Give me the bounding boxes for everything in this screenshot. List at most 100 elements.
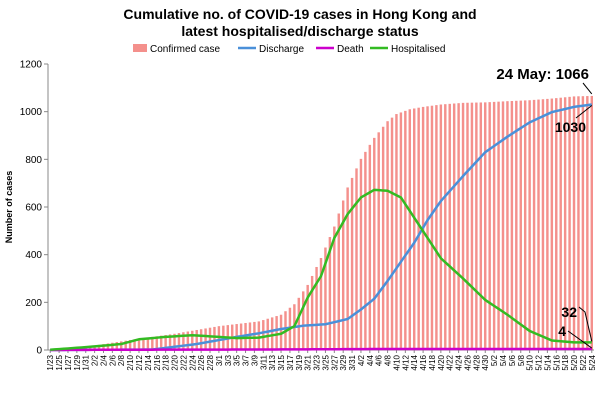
legend-swatch-confirmed bbox=[133, 44, 147, 52]
x-tick-label: 3/5 bbox=[233, 354, 242, 366]
confirmed-bar bbox=[106, 343, 110, 350]
x-tick-label: 5/24 bbox=[588, 354, 597, 370]
x-tick-label: 3/25 bbox=[321, 354, 330, 370]
confirmed-bar bbox=[457, 103, 460, 351]
x-tick-label: 4/20 bbox=[437, 354, 446, 370]
confirmed-bar bbox=[435, 105, 438, 350]
confirmed-bar bbox=[452, 103, 456, 351]
x-tick-label: 5/18 bbox=[561, 354, 570, 370]
confirmed-bar bbox=[213, 326, 216, 350]
confirmed-bar bbox=[417, 107, 420, 350]
x-tick-label: 3/13 bbox=[268, 354, 277, 370]
x-tick-label: 4/10 bbox=[392, 354, 401, 370]
confirmed-bar bbox=[368, 144, 372, 350]
confirmed-bar bbox=[124, 340, 127, 350]
confirmed-bar bbox=[93, 345, 96, 350]
x-tick-label: 3/27 bbox=[330, 354, 339, 370]
confirmed-bar bbox=[528, 100, 531, 350]
x-tick-label: 2/16 bbox=[153, 354, 162, 370]
x-tick-label: 2/24 bbox=[188, 354, 197, 370]
confirmed-bar bbox=[151, 336, 154, 350]
legend-label-death: Death bbox=[337, 44, 364, 55]
annotation-death-total: 4 bbox=[558, 323, 566, 339]
annotation-discharge-total: 1030 bbox=[555, 119, 586, 135]
x-tick-label: 4/28 bbox=[472, 354, 481, 370]
confirmed-bar bbox=[84, 346, 87, 350]
x-tick-label: 2/4 bbox=[99, 354, 108, 366]
confirmed-bar bbox=[537, 99, 540, 350]
confirmed-bar bbox=[413, 108, 416, 351]
y-tick-label: 800 bbox=[25, 155, 42, 166]
x-tick-label: 5/10 bbox=[526, 354, 535, 370]
confirmed-bar bbox=[546, 98, 549, 350]
confirmed-bar bbox=[572, 96, 576, 350]
confirmed-bar bbox=[497, 101, 500, 350]
confirmed-bar bbox=[328, 237, 332, 350]
x-tick-label: 3/3 bbox=[224, 354, 233, 366]
x-tick-label: 1/31 bbox=[82, 354, 91, 370]
confirmed-bar bbox=[563, 97, 567, 351]
x-tick-label: 5/2 bbox=[490, 354, 499, 366]
x-tick-label: 2/26 bbox=[197, 354, 206, 370]
confirmed-bar bbox=[199, 329, 203, 350]
x-tick-label: 2/12 bbox=[135, 354, 144, 370]
confirmed-bar bbox=[377, 132, 380, 350]
x-tick-label: 2/2 bbox=[91, 354, 100, 366]
x-tick-label: 4/16 bbox=[419, 354, 428, 370]
confirmed-bar bbox=[404, 110, 407, 351]
confirmed-bar bbox=[523, 100, 527, 350]
confirmed-bar bbox=[568, 96, 571, 350]
x-tick-label: 1/23 bbox=[46, 354, 55, 370]
confirmed-bar bbox=[257, 321, 261, 350]
confirmed-bar bbox=[510, 100, 514, 351]
x-tick-label: 5/8 bbox=[517, 354, 526, 366]
confirmed-bar bbox=[204, 328, 207, 350]
annotation-confirmed-total: 24 May: 1066 bbox=[496, 66, 589, 83]
x-tick-label: 5/16 bbox=[552, 354, 561, 370]
confirmed-bar bbox=[559, 97, 562, 350]
x-tick-label: 2/6 bbox=[108, 354, 117, 366]
annotation-leader bbox=[578, 306, 593, 342]
confirmed-bar bbox=[111, 342, 114, 350]
confirmed-bar bbox=[488, 102, 491, 350]
confirmed-bar bbox=[519, 100, 522, 350]
x-tick-label: 3/21 bbox=[304, 354, 313, 370]
confirmed-bar bbox=[164, 335, 167, 350]
confirmed-bar bbox=[386, 121, 389, 350]
confirmed-bar bbox=[297, 297, 301, 350]
confirmed-bar bbox=[275, 316, 278, 350]
legend-label-confirmed: Confirmed case bbox=[150, 44, 220, 55]
y-tick-label: 200 bbox=[25, 298, 42, 309]
confirmed-bar bbox=[208, 327, 212, 350]
annotation-leader bbox=[582, 82, 593, 95]
confirmed-bar bbox=[577, 96, 580, 350]
confirmed-bar bbox=[501, 101, 505, 350]
chart-title-line-2: latest hospitalised/discharge status bbox=[181, 23, 419, 39]
x-tick-label: 3/7 bbox=[242, 354, 251, 366]
x-tick-label: 2/14 bbox=[144, 354, 153, 370]
confirmed-bar bbox=[426, 106, 429, 350]
confirmed-bar bbox=[364, 151, 367, 350]
x-tick-label: 4/8 bbox=[384, 354, 393, 366]
y-tick-label: 400 bbox=[25, 250, 42, 261]
x-tick-label: 3/31 bbox=[348, 354, 357, 370]
x-tick-label: 4/2 bbox=[357, 354, 366, 366]
confirmed-bar bbox=[359, 158, 363, 350]
confirmed-bar bbox=[253, 321, 256, 350]
legend: Confirmed case Discharge Death Hospitali… bbox=[133, 44, 445, 55]
confirmed-bar bbox=[408, 109, 411, 350]
x-tick-label: 5/20 bbox=[570, 354, 579, 370]
x-tick-label: 3/11 bbox=[259, 354, 268, 370]
confirmed-bar bbox=[133, 339, 136, 350]
death-line bbox=[50, 347, 592, 352]
confirmed-bar bbox=[248, 322, 252, 350]
plot-area: 0 200 400 600 800 1000 1200 1/23 1/25 1/27 1/29 1/3… bbox=[20, 60, 597, 371]
y-tick-label: 1000 bbox=[20, 107, 43, 118]
confirmed-bar bbox=[350, 177, 354, 350]
confirmed-bar bbox=[115, 342, 119, 350]
confirmed-bar bbox=[390, 117, 394, 351]
confirmed-bar bbox=[532, 99, 536, 350]
confirmed-bar bbox=[395, 114, 398, 350]
confirmed-bar bbox=[484, 102, 487, 351]
